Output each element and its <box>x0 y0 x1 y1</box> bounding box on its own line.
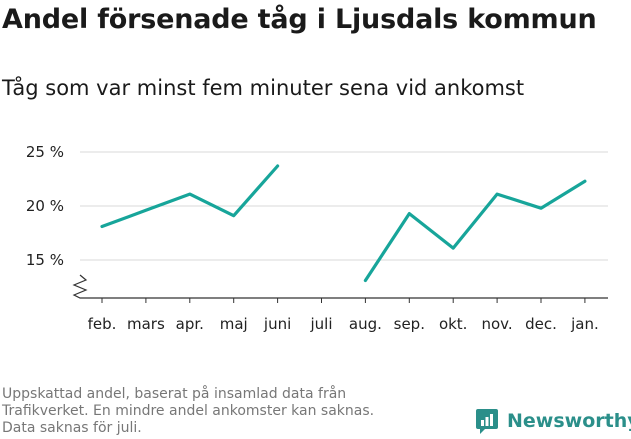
x-tick-label: dec. <box>525 315 557 333</box>
brand-name: Newsworthy <box>507 410 631 432</box>
series-lines <box>100 164 587 283</box>
grid-lines <box>80 151 608 261</box>
y-axis-tick-labels: 15 % 20 % 25 % <box>26 143 64 269</box>
chart-subtitle: Tåg som var minst fem minuter sena vid a… <box>2 76 525 100</box>
x-axis-tick-labels: feb. mars apr. maj juni juli aug. sep. okt. nov. d… <box>88 315 599 333</box>
footnote-line-2: Trafikverket. En mindre andel ankomster … <box>2 403 375 419</box>
brand-logo: Newsworthy <box>475 408 631 434</box>
x-tick-label: nov. <box>482 315 513 333</box>
x-tick-label: aug. <box>349 315 382 333</box>
footnote: Uppskattad andel, baserat på insamlad da… <box>2 386 442 437</box>
x-axis <box>72 274 608 303</box>
x-tick-label: juni <box>263 315 291 333</box>
chart-title: Andel försenade tåg i Ljusdals kommun <box>2 4 597 35</box>
axis-break-icon <box>72 274 94 299</box>
y-tick-label: 20 % <box>26 197 64 215</box>
series-line-segment <box>100 164 280 229</box>
x-tick-label: feb. <box>88 315 117 333</box>
x-tick-label: mars <box>127 315 165 333</box>
footnote-line-1: Uppskattad andel, baserat på insamlad da… <box>2 386 347 402</box>
y-tick-label: 25 % <box>26 143 64 161</box>
x-tick-label: sep. <box>394 315 425 333</box>
line-chart: 15 % 20 % 25 % feb. mars apr. maj juni juli aug.… <box>26 143 608 333</box>
footnote-line-3: Data saknas för juli. <box>2 420 142 436</box>
x-tick-label: juli <box>309 315 332 333</box>
x-tick-label: jan. <box>570 315 599 333</box>
x-tick-label: okt. <box>439 315 468 333</box>
y-tick-label: 15 % <box>26 251 64 269</box>
x-tick-label: apr. <box>176 315 204 333</box>
series-line-segment <box>363 179 587 283</box>
x-tick-label: maj <box>220 315 248 333</box>
newsworthy-logo-icon <box>476 409 498 434</box>
